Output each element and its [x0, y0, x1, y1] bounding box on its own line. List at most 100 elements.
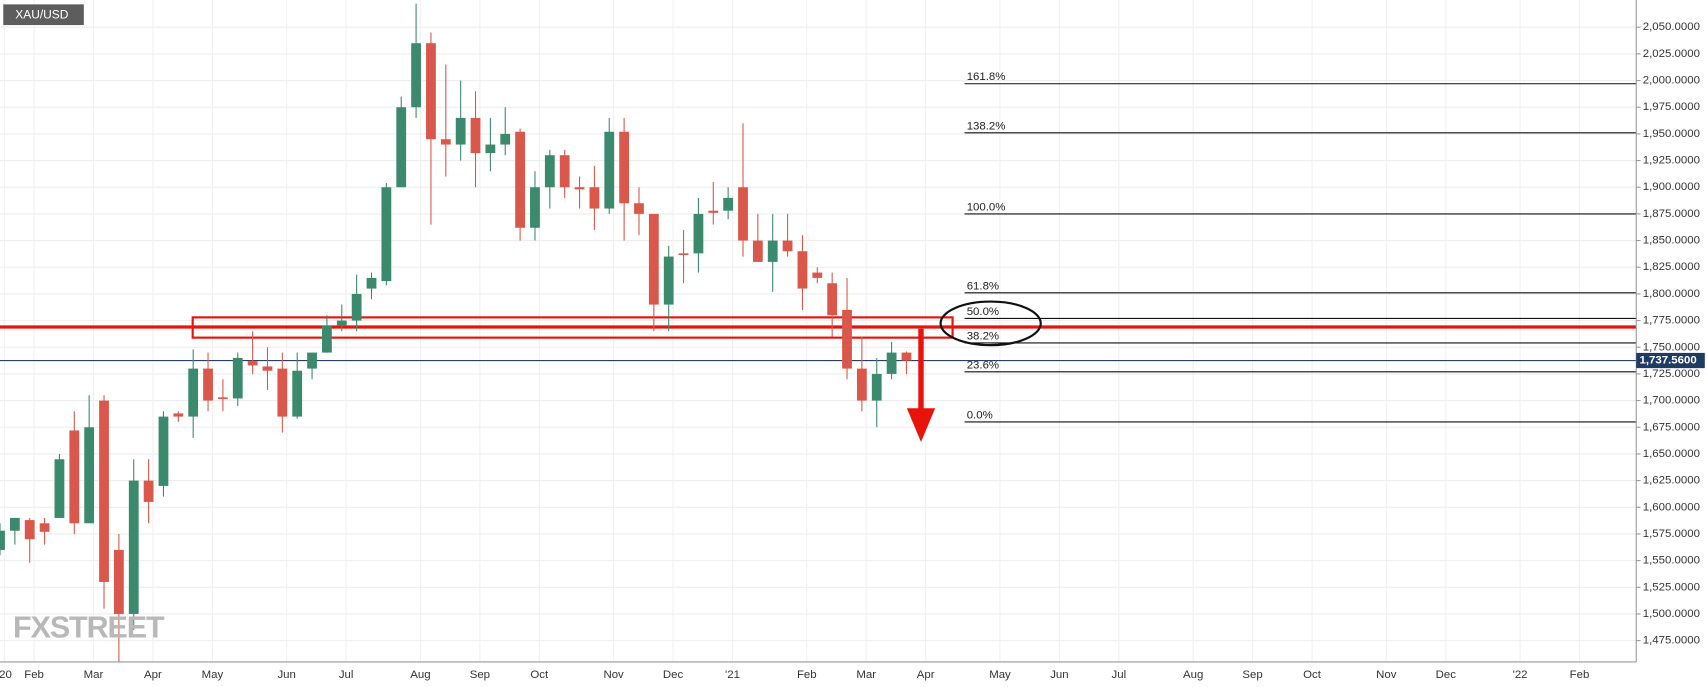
- x-tick-label: Feb: [1570, 669, 1590, 681]
- candle-body: [307, 352, 317, 369]
- candle-body: [203, 368, 213, 401]
- y-tick-label: 1,500.0000: [1643, 608, 1700, 620]
- candle-body: [738, 187, 748, 241]
- x-tick-label: Sep: [1242, 669, 1262, 681]
- candle-body: [440, 139, 451, 145]
- candle-body: [782, 240, 793, 252]
- candle-body: [158, 416, 169, 486]
- candle-body: [9, 517, 20, 531]
- x-tick-label: Feb: [797, 669, 817, 681]
- highlight-ellipse: [939, 300, 1042, 347]
- candle-body: [292, 370, 303, 417]
- candle-body: [827, 283, 838, 316]
- fib-label: 50.0%: [967, 306, 999, 318]
- candle-body: [0, 530, 5, 550]
- x-tick-label: Aug: [1183, 669, 1203, 681]
- y-tick-label: 1,575.0000: [1643, 528, 1700, 540]
- candle-body: [99, 400, 109, 582]
- x-tick-label: Mar: [856, 669, 876, 681]
- fib-label: 100.0%: [967, 201, 1006, 213]
- y-tick-label: 1,725.0000: [1643, 368, 1700, 380]
- y-tick-label: 2,000.0000: [1643, 75, 1700, 87]
- candle-body: [262, 366, 273, 371]
- candle-body: [128, 480, 139, 614]
- candle-body: [648, 213, 659, 305]
- candle-body: [143, 480, 154, 502]
- chart-title: XAU/USD: [15, 7, 69, 21]
- y-tick-label: 1,975.0000: [1643, 101, 1700, 113]
- symbol-box: [3, 4, 84, 26]
- candle-body: [901, 352, 912, 361]
- candle-body: [500, 133, 511, 145]
- candle-body: [455, 117, 466, 145]
- x-tick-label: '20: [0, 669, 12, 681]
- candle-body: [752, 240, 763, 262]
- x-tick-label: Aug: [410, 669, 430, 681]
- y-tick-label: 1,525.0000: [1643, 581, 1700, 593]
- candle-body: [218, 397, 228, 400]
- fib-label: 23.6%: [967, 359, 999, 371]
- candle-body: [381, 187, 392, 282]
- x-tick-label: Feb: [24, 669, 44, 681]
- y-tick-label: 1,925.0000: [1643, 155, 1700, 167]
- x-tick-label: Dec: [1436, 669, 1457, 681]
- candle-body: [797, 251, 808, 289]
- candle-body: [366, 277, 377, 289]
- y-tick-label: 1,475.0000: [1643, 635, 1700, 647]
- watermark: FXSTREET: [13, 610, 165, 644]
- candle-body: [39, 523, 50, 532]
- candle-body: [84, 427, 95, 524]
- arrow-head: [906, 408, 936, 443]
- candle-body: [634, 203, 644, 214]
- fib-label: 0.0%: [967, 409, 993, 421]
- y-tick-label: 1,550.0000: [1643, 555, 1700, 567]
- candle-body: [619, 131, 630, 204]
- candle-body: [232, 357, 243, 399]
- fib-label: 61.8%: [967, 280, 999, 292]
- candle-body: [247, 361, 258, 366]
- candle-body: [886, 352, 897, 374]
- candle-body: [336, 320, 347, 326]
- candle-body: [24, 520, 35, 540]
- candle-body: [396, 107, 407, 188]
- y-tick-label: 1,675.0000: [1643, 421, 1700, 433]
- x-tick-label: May: [202, 669, 224, 681]
- candle-body: [812, 272, 823, 278]
- y-tick-label: 1,700.0000: [1643, 395, 1700, 407]
- candle-body: [856, 368, 867, 401]
- y-tick-label: 1,775.0000: [1643, 315, 1700, 327]
- candle-body: [589, 187, 600, 209]
- y-tick-label: 1,950.0000: [1643, 128, 1700, 140]
- x-tick-label: Jul: [1112, 669, 1127, 681]
- y-tick-label: 1,650.0000: [1643, 448, 1700, 460]
- fib-label: 38.2%: [967, 330, 999, 342]
- candle-body: [574, 187, 585, 190]
- candle-body: [277, 368, 288, 417]
- candle-body: [515, 131, 526, 228]
- candle-body: [767, 240, 778, 262]
- candle-body: [678, 253, 689, 256]
- candle-body: [544, 155, 555, 188]
- y-tick-label: 1,800.0000: [1643, 288, 1700, 300]
- candle-body: [708, 210, 719, 213]
- y-tick-label: 1,875.0000: [1643, 208, 1700, 220]
- candle-body: [693, 213, 704, 254]
- candle-body: [188, 368, 199, 417]
- x-tick-label: '21: [725, 669, 740, 681]
- x-tick-label: '22: [1513, 669, 1528, 681]
- x-tick-label: Jul: [339, 669, 354, 681]
- x-tick-label: Oct: [1303, 669, 1322, 681]
- candle-body: [351, 293, 362, 321]
- candle-body: [322, 325, 332, 353]
- x-tick-label: Jun: [1050, 669, 1068, 681]
- y-tick-label: 2,025.0000: [1643, 48, 1700, 60]
- x-tick-label: Dec: [663, 669, 684, 681]
- candle-body: [842, 309, 852, 369]
- x-tick-label: Mar: [84, 669, 104, 681]
- candle-body: [530, 187, 540, 228]
- x-tick-label: Nov: [1376, 669, 1397, 681]
- candle-body: [173, 413, 184, 417]
- x-tick-label: Apr: [917, 669, 935, 681]
- plot: 161.8% 138.2% 100.0% 61.8% 50.0% 38.2% 23.6% 0.…: [0, 3, 1637, 662]
